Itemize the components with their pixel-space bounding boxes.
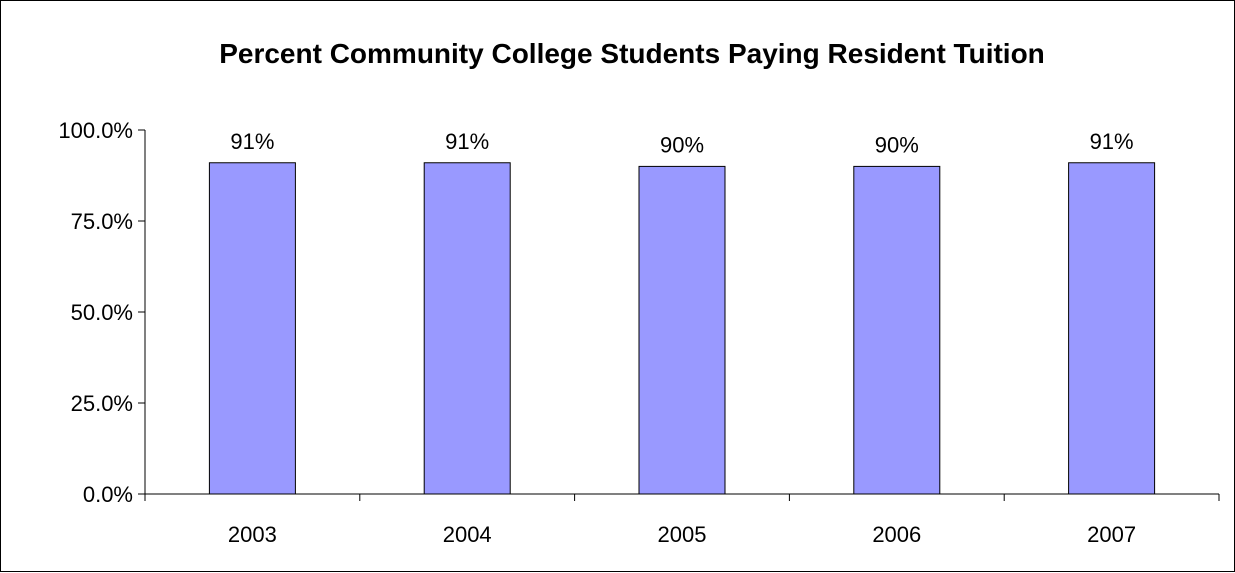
y-tick-label: 50.0% bbox=[71, 300, 133, 325]
data-label-2004: 91% bbox=[445, 129, 489, 154]
data-label-2006: 90% bbox=[875, 132, 919, 157]
bar-2007 bbox=[1068, 162, 1156, 495]
chart-title: Percent Community College Students Payin… bbox=[219, 38, 1045, 69]
bar-series bbox=[208, 162, 1156, 495]
data-labels: 91% 91% 90% 90% 91% bbox=[230, 129, 1133, 158]
y-axis-ticks: 0.0% 25.0% 50.0% 75.0% 100.0% bbox=[58, 118, 145, 507]
bar-2004 bbox=[423, 162, 511, 495]
y-tick-label: 75.0% bbox=[71, 209, 133, 234]
bar-2006 bbox=[853, 165, 941, 495]
x-tick-label: 2006 bbox=[872, 522, 921, 547]
x-tick-label: 2005 bbox=[658, 522, 707, 547]
x-tick-label: 2004 bbox=[443, 522, 492, 547]
data-label-2005: 90% bbox=[660, 132, 704, 157]
data-label-2003: 91% bbox=[230, 129, 274, 154]
bar-2005 bbox=[638, 165, 726, 495]
x-tick-label: 2003 bbox=[228, 522, 277, 547]
y-tick-label: 100.0% bbox=[58, 118, 133, 143]
y-tick-label: 0.0% bbox=[83, 482, 133, 507]
x-axis-ticks: 2003 2004 2005 2006 2007 bbox=[144, 494, 1220, 547]
y-tick-label: 25.0% bbox=[71, 391, 133, 416]
x-tick-label: 2007 bbox=[1087, 522, 1136, 547]
data-label-2007: 91% bbox=[1090, 129, 1134, 154]
bar-2003 bbox=[208, 162, 296, 495]
